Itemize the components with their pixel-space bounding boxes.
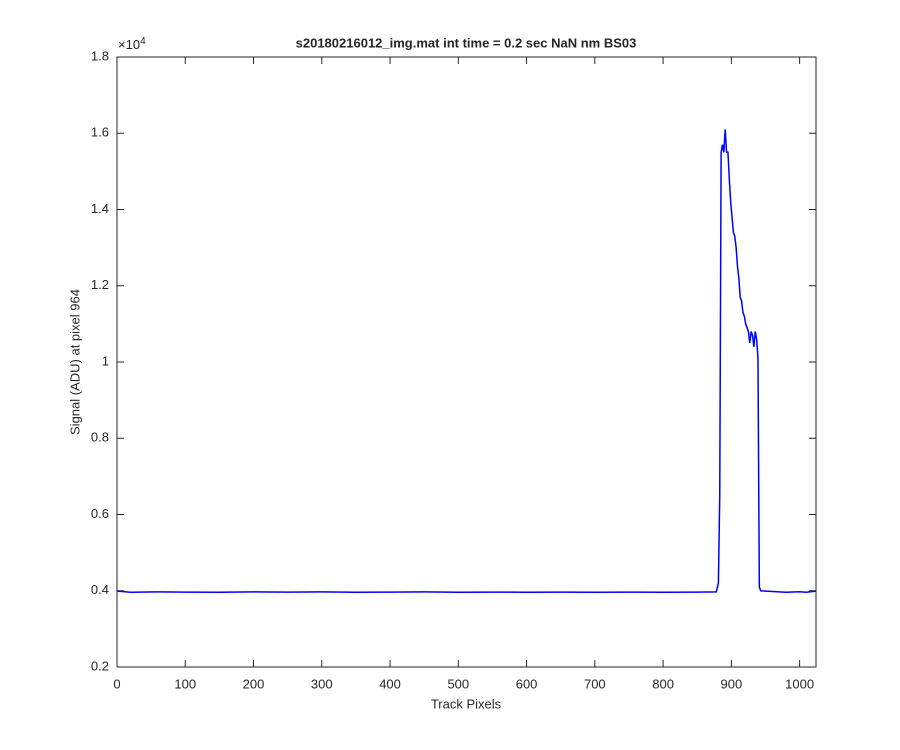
x-axis-label: Track Pixels: [431, 696, 502, 711]
x-tick-label: 300: [311, 676, 333, 691]
axes-box: [116, 56, 817, 668]
data-line: [116, 129, 817, 594]
y-tick-label: 1.4: [91, 201, 109, 216]
y-tick-label: 1: [102, 353, 109, 368]
x-tick-label: 0: [113, 676, 120, 691]
x-tick-label: 400: [379, 676, 401, 691]
y-tick-label: 0.4: [91, 582, 109, 597]
y-axis-label: Signal (ADU) at pixel 964: [67, 289, 82, 435]
y-tick-label: 1.8: [91, 48, 109, 63]
y-multiplier: ×104: [118, 36, 146, 53]
x-tick-label: 200: [243, 676, 265, 691]
x-tick-label: 800: [652, 676, 674, 691]
y-tick-label: 0.6: [91, 506, 109, 521]
x-tick-label: 1000: [785, 676, 814, 691]
y-tick-label: 0.8: [91, 430, 109, 445]
x-tick-label: 600: [516, 676, 538, 691]
x-tick-label: 700: [584, 676, 606, 691]
y-tick-label: 0.2: [91, 658, 109, 673]
y-tick-label: 1.2: [91, 277, 109, 292]
multiplier-exponent: 4: [140, 36, 146, 47]
x-tick-label: 500: [447, 676, 469, 691]
multiplier-base: ×10: [118, 37, 140, 52]
x-tick-label: 100: [174, 676, 196, 691]
chart-title: s20180216012_img.mat int time = 0.2 sec …: [296, 35, 637, 50]
y-tick-label: 1.6: [91, 125, 109, 140]
x-tick-label: 900: [721, 676, 743, 691]
